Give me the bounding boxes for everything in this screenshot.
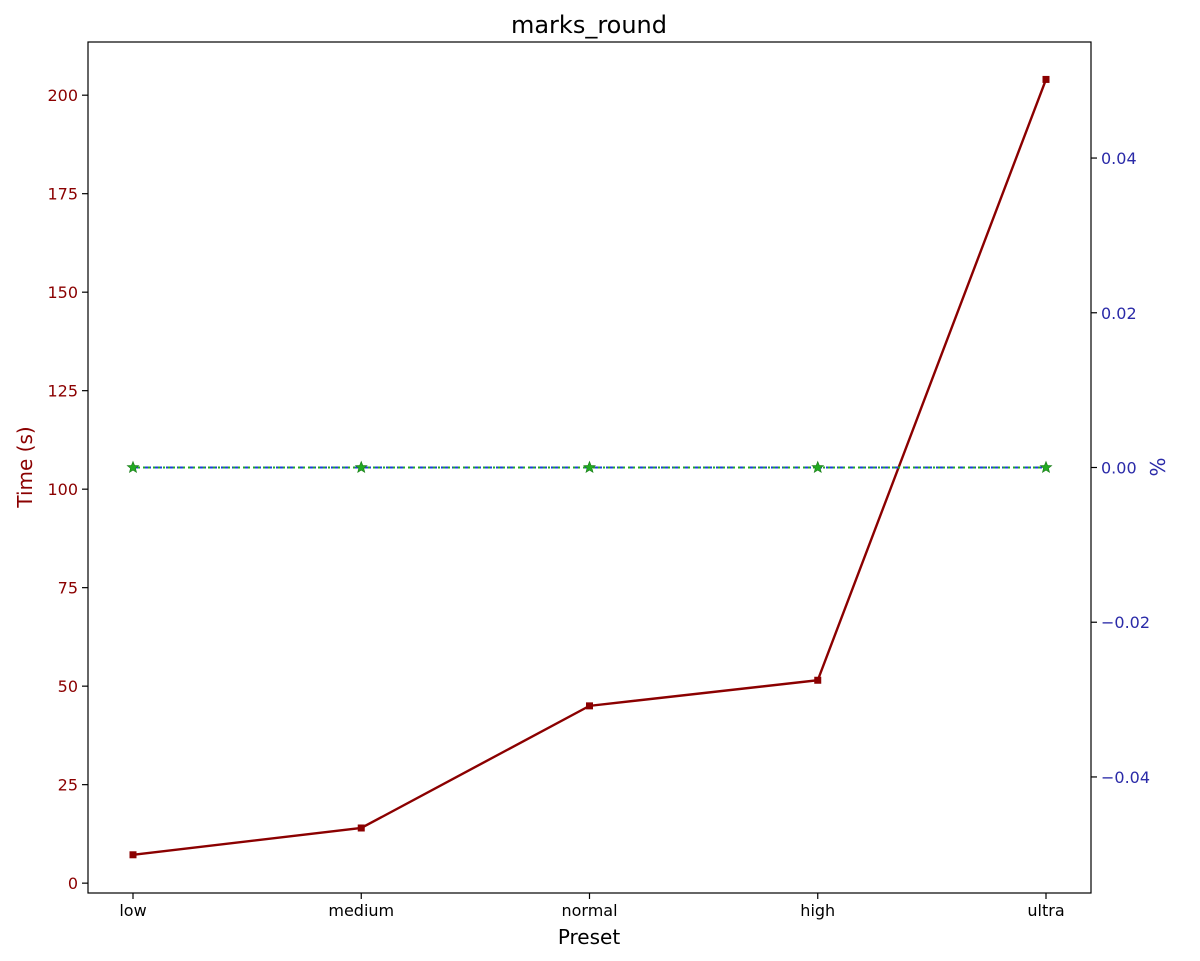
x-axis-title: Preset [558, 925, 621, 949]
left-y-axis-title: Time (s) [13, 426, 37, 508]
left-y-tick-label: 125 [47, 382, 78, 401]
right-y-tick-label: 0.00 [1101, 459, 1137, 478]
right-y-tick-label: 0.04 [1101, 149, 1137, 168]
data-point-star [126, 460, 140, 474]
data-point-square [1042, 75, 1050, 83]
series-layer [126, 75, 1053, 859]
left-y-tick-label: 0 [68, 874, 78, 893]
left-y-tick-label: 200 [47, 86, 78, 105]
x-tick-label: low [119, 901, 146, 920]
data-point-square [129, 851, 137, 859]
left-y-tick-label: 150 [47, 283, 78, 302]
left-y-tick-label: 25 [58, 776, 78, 795]
data-point-star [1039, 460, 1053, 474]
right-y-tick-label: 0.02 [1101, 304, 1137, 323]
right-y-axis-ticks: −0.04 −0.02 0.00 0.02 0.04 [1091, 149, 1150, 787]
left-y-tick-label: 50 [58, 677, 78, 696]
data-point-square [814, 676, 822, 684]
series-1 [129, 75, 1050, 859]
x-axis-ticks: low medium normal high ultra [119, 893, 1065, 920]
right-y-axis-title: % [1146, 457, 1170, 476]
data-point-square [586, 702, 593, 710]
left-y-tick-label: 175 [47, 185, 78, 204]
data-point-square [357, 824, 365, 832]
data-point-star [583, 460, 596, 474]
chart-title: marks_round [511, 11, 667, 39]
left-y-axis-ticks: 0 25 50 75 100 125 150 175 200 [47, 86, 88, 893]
x-tick-label: high [800, 901, 835, 920]
x-tick-label: medium [328, 901, 394, 920]
series-3 [126, 460, 1053, 474]
right-y-tick-label: −0.04 [1101, 768, 1150, 787]
data-point-star [811, 460, 825, 474]
x-tick-label: ultra [1027, 901, 1064, 920]
plot-frame [87, 41, 1092, 894]
left-y-tick-label: 100 [47, 480, 78, 499]
right-y-tick-label: −0.02 [1101, 613, 1150, 632]
data-point-star [354, 460, 368, 474]
left-y-tick-label: 75 [58, 579, 78, 598]
x-tick-label: normal [561, 901, 617, 920]
